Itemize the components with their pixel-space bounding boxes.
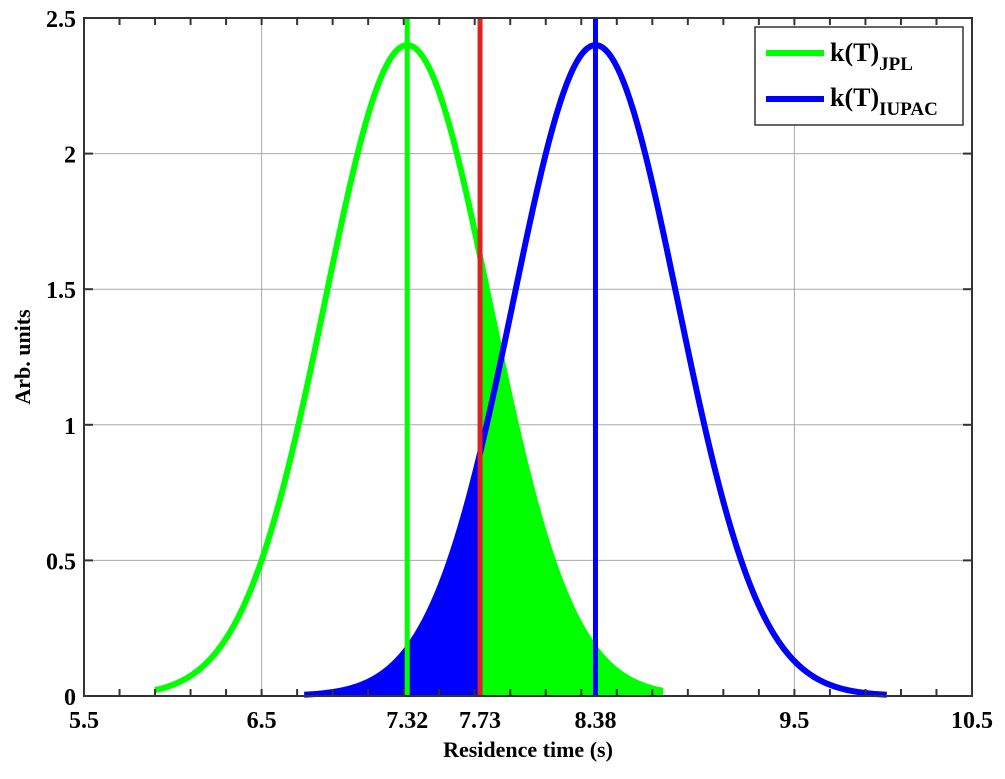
legend-label-iupac: k(T)IUPAC (830, 83, 938, 120)
legend-label-jpl: k(T)JPL (830, 38, 913, 75)
x-tick-label: 8.38 (574, 708, 616, 734)
fills (304, 256, 663, 696)
plot-frame (83, 17, 973, 697)
y-tick-label: 2.5 (46, 7, 76, 33)
x-tick-label: 7.32 (386, 708, 428, 734)
y-tick-label: 1.5 (46, 278, 76, 304)
x-axis-label: Residence time (s) (443, 737, 613, 762)
y-tick-labels: 0 0.5 1 1.5 2 2.5 (46, 7, 76, 711)
ticks (83, 17, 973, 697)
y-axis-label: Arb. units (10, 309, 35, 405)
y-tick-label: 0.5 (46, 549, 76, 575)
legend-box (754, 26, 964, 126)
fill-area-jpl (480, 256, 663, 696)
y-tick-label: 0 (64, 685, 76, 711)
x-tick-labels: 5.5 6.5 7.32 7.73 8.38 9.5 10.5 (69, 708, 993, 734)
x-tick-label: 7.73 (459, 708, 501, 734)
y-tick-label: 1 (64, 414, 76, 440)
x-tick-label: 6.5 (247, 708, 277, 734)
x-tick-label: 10.5 (951, 708, 993, 734)
legend: k(T)JPL k(T)IUPAC (754, 26, 964, 126)
fill-area-iupac (304, 453, 481, 696)
y-tick-label: 2 (64, 143, 76, 169)
x-tick-label: 9.5 (779, 708, 809, 734)
vertical-lines (404, 18, 598, 696)
x-tick-label: 5.5 (69, 708, 99, 734)
